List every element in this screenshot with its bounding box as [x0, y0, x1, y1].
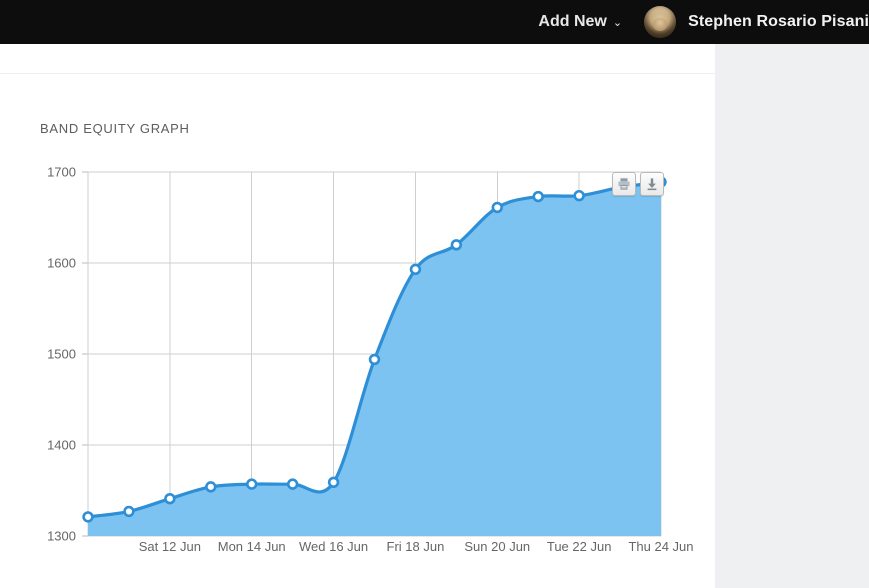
right-side-panel: [715, 44, 869, 588]
x-axis-tick: Mon 14 Jun: [218, 539, 286, 554]
y-axis-labels: 1300 1400 1500 1600 1700: [47, 165, 76, 544]
data-point[interactable]: [205, 481, 217, 493]
y-axis-tick: 1700: [47, 165, 76, 180]
y-axis-tick: 1400: [47, 438, 76, 453]
data-point[interactable]: [450, 239, 463, 251]
add-new-label: Add New: [538, 13, 607, 30]
y-axis-tick: 1500: [47, 347, 76, 362]
chart-toolbar: [612, 172, 664, 196]
data-point[interactable]: [327, 476, 340, 489]
area-layer: [88, 182, 661, 536]
print-icon: [618, 178, 630, 190]
data-point[interactable]: [164, 492, 176, 505]
x-axis-tick: Sun 20 Jun: [464, 539, 530, 554]
chart-container: 1300 1400 1500 1600 1700 Sat 12 Jun Mon 14 Ju…: [47, 165, 694, 555]
download-icon: [647, 178, 657, 191]
x-axis-tick: Wed 16 Jun: [299, 539, 368, 554]
y-axis-tick: 1300: [47, 529, 76, 544]
avatar[interactable]: [644, 6, 677, 38]
data-point[interactable]: [82, 511, 94, 523]
data-point[interactable]: [532, 190, 544, 203]
x-axis-tick: Tue 22 Jun: [547, 539, 612, 554]
print-button[interactable]: [612, 172, 636, 196]
data-point[interactable]: [368, 353, 381, 366]
series-area: [88, 182, 661, 536]
data-point[interactable]: [409, 263, 422, 276]
add-new-menu[interactable]: Add New ⌄: [538, 13, 622, 31]
data-point[interactable]: [573, 189, 585, 202]
x-axis-tick: Thu 24 Jun: [628, 539, 693, 554]
x-axis-labels: Sat 12 Jun Mon 14 Jun Wed 16 Jun Fri 18 Jun…: [139, 539, 694, 554]
chevron-down-icon: ⌄: [612, 16, 623, 29]
top-navigation-bar: Add New ⌄ Stephen Rosario Pisani: [0, 0, 869, 44]
user-name-label[interactable]: Stephen Rosario Pisani: [688, 13, 869, 30]
equity-area-chart: 1300 1400 1500 1600 1700 Sat 12 Jun Mon 14 Ju…: [47, 165, 694, 555]
data-point[interactable]: [491, 201, 503, 214]
data-point[interactable]: [123, 505, 135, 518]
x-axis-tick: Fri 18 Jun: [387, 539, 445, 554]
data-point[interactable]: [286, 478, 299, 490]
data-point[interactable]: [246, 478, 258, 490]
x-axis-tick: Sat 12 Jun: [139, 539, 201, 554]
page-title: BAND EQUITY GRAPH: [40, 121, 190, 136]
y-axis-tick: 1600: [47, 256, 76, 271]
sub-header-strip: [0, 44, 715, 74]
download-button[interactable]: [640, 172, 664, 196]
